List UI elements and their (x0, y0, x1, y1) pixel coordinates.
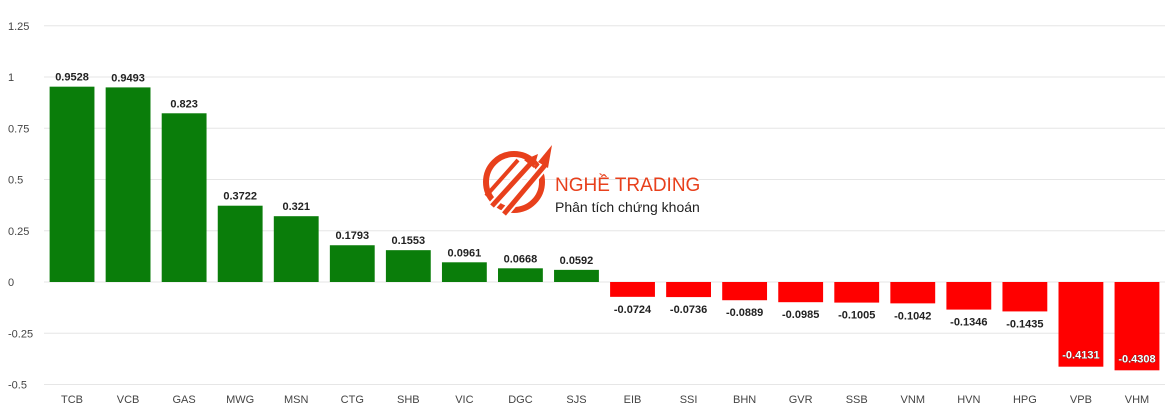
data-label-ctg: 0.1793 (335, 230, 369, 242)
bar-msn (273, 216, 319, 282)
bar-vnm (890, 282, 936, 304)
watermark: NGHỀ TRADING Phân tích chứng khoán (483, 145, 700, 217)
bar-ctg (329, 245, 375, 282)
data-label-vpb: -0.4131 (1062, 350, 1099, 362)
data-label-tcb: 0.9528 (55, 72, 89, 84)
y-tick-label: 0.5 (8, 175, 23, 187)
data-label-gas: 0.823 (170, 98, 198, 110)
x-axis: TCB VCB GAS MWG MSN CTG SHB VIC DGC SJS EIB SSI BHN G… (61, 394, 1149, 406)
data-label-vcb: 0.9493 (111, 72, 145, 84)
x-tick-label: DGC (508, 394, 533, 406)
bar-mwg (217, 205, 263, 282)
x-tick-label: SSB (846, 394, 868, 406)
y-tick-label: 1 (8, 72, 14, 84)
x-tick-label: MSN (284, 394, 309, 406)
data-label-eib: -0.0724 (614, 304, 652, 316)
bar-dgc (498, 268, 543, 282)
watermark-subtitle: Phân tích chứng khoán (555, 199, 700, 215)
bar-series (49, 86, 1160, 371)
x-tick-label: TCB (61, 394, 83, 406)
x-tick-label: SJS (566, 394, 586, 406)
bar-eib (610, 282, 655, 297)
x-tick-label: GVR (789, 394, 813, 406)
bar-shb (385, 250, 431, 282)
data-label-ssi: -0.0736 (670, 304, 707, 316)
data-label-sjs: 0.0592 (560, 255, 594, 267)
x-tick-label: BHN (733, 394, 756, 406)
bar-vic (441, 262, 487, 282)
x-tick-label: VNM (901, 394, 925, 406)
bar-hpg (1002, 282, 1048, 312)
x-tick-label: SSI (680, 394, 698, 406)
data-label-vic: 0.0961 (448, 247, 482, 259)
y-tick-label: 0 (8, 277, 14, 289)
bar-ssb (834, 282, 880, 303)
data-label-gvr: -0.0985 (782, 309, 819, 321)
data-label-msn: 0.321 (282, 201, 310, 213)
data-label-hvn: -0.1346 (950, 317, 987, 329)
x-tick-label: HPG (1013, 394, 1037, 406)
x-tick-label: GAS (173, 394, 196, 406)
bar-hvn (946, 282, 992, 310)
x-tick-label: VHM (1125, 394, 1149, 406)
bar-gvr (778, 282, 824, 303)
x-tick-label: MWG (226, 394, 254, 406)
x-tick-label: SHB (397, 394, 420, 406)
bar-gas (161, 113, 207, 282)
y-tick-label: -0.5 (8, 380, 27, 392)
bar-tcb (49, 86, 95, 283)
x-tick-label: VIC (455, 394, 473, 406)
x-tick-label: CTG (341, 394, 364, 406)
data-labels: 0.9528 0.9493 0.823 0.3722 0.321 0.1793 0.1553… (55, 72, 1156, 366)
watermark-title: NGHỀ TRADING (555, 174, 700, 196)
rising-arrows-logo-icon (483, 145, 552, 217)
y-tick-label: 1.25 (8, 21, 29, 33)
bar-bhn (722, 282, 768, 301)
x-tick-label: EIB (624, 394, 642, 406)
x-tick-label: VPB (1070, 394, 1092, 406)
bar-sjs (554, 269, 599, 282)
data-label-shb: 0.1553 (391, 235, 425, 247)
y-axis: 1.25 1 0.75 0.5 0.25 0 -0.25 -0.5 (8, 21, 33, 392)
data-label-hpg: -0.1435 (1006, 318, 1043, 330)
x-tick-label: HVN (957, 394, 980, 406)
bar-vcb (105, 87, 151, 283)
bar-vhm (1114, 282, 1160, 371)
bar-ssi (666, 282, 711, 298)
y-tick-label: -0.25 (8, 328, 33, 340)
data-label-ssb: -0.1005 (838, 310, 875, 322)
data-label-bhn: -0.0889 (726, 307, 763, 319)
data-label-mwg: 0.3722 (223, 191, 257, 203)
data-label-vhm: -0.4308 (1118, 353, 1155, 365)
data-label-vnm: -0.1042 (894, 310, 931, 322)
bar-vpb (1058, 282, 1104, 367)
data-label-dgc: 0.0668 (504, 253, 538, 265)
y-tick-label: 0.75 (8, 123, 29, 135)
y-tick-label: 0.25 (8, 226, 29, 238)
x-tick-label: VCB (117, 394, 140, 406)
